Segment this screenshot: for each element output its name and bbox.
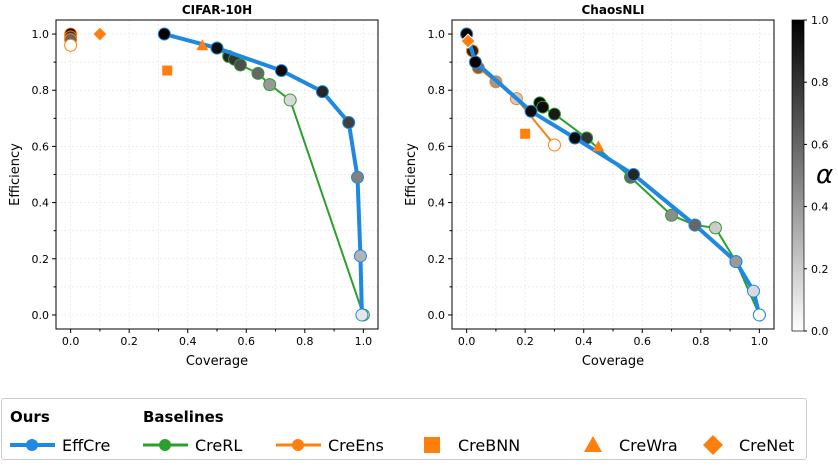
y-axis-label: Efficiency <box>404 143 419 206</box>
chart-title: CIFAR-10H <box>182 3 252 17</box>
y-tick-label: 0.0 <box>32 309 50 322</box>
legend-entry-crerl-label: CreRL <box>195 436 242 455</box>
marker-crebnn <box>162 65 173 76</box>
data-point-effcre <box>688 218 702 232</box>
y-tick-label: 0.6 <box>32 140 50 153</box>
data-point-crerl <box>665 208 679 222</box>
marker-crebnn <box>520 128 531 139</box>
y-tick-label: 0.0 <box>428 309 446 322</box>
x-tick-label: 0.2 <box>120 335 138 348</box>
marker-crenet <box>460 33 476 49</box>
legend-entry-effcre-marker <box>26 439 38 451</box>
data-point-effcre <box>747 284 761 298</box>
data-point-effcre <box>342 116 356 130</box>
legend-entry-crewra-marker <box>584 436 602 452</box>
data-point-effcre <box>626 168 640 181</box>
x-tick-label: 1.0 <box>751 335 769 348</box>
x-tick-label: 0.8 <box>296 335 314 348</box>
x-tick-label: 0.2 <box>516 335 534 348</box>
axes-frame <box>451 19 775 330</box>
x-tick-label: 0.8 <box>692 335 710 348</box>
x-axis-label: Coverage <box>582 354 644 369</box>
data-point-effcre <box>729 255 743 269</box>
colorbar-tick-label: 0.6 <box>811 138 829 151</box>
legend-entry-crewra-label: CreWra <box>619 436 678 455</box>
data-point-effcre <box>524 104 538 118</box>
x-tick-label: 0.4 <box>179 335 197 348</box>
y-tick-label: 1.0 <box>428 28 446 41</box>
colorbar-tick-label: 1.0 <box>811 14 829 27</box>
data-point-effcre <box>157 27 171 41</box>
data-point-crerl <box>536 100 550 114</box>
y-tick-label: 0.8 <box>428 84 446 97</box>
data-point-creens <box>64 38 78 52</box>
data-point-crerl <box>233 58 247 72</box>
y-tick-label: 0.8 <box>32 84 50 97</box>
y-tick-label: 0.4 <box>32 197 50 210</box>
data-point-effcre <box>353 249 367 263</box>
colorbar <box>791 19 805 332</box>
legend-entry-crebnn-marker <box>424 437 440 453</box>
y-tick-label: 1.0 <box>32 28 50 41</box>
y-tick-label: 0.2 <box>32 253 50 266</box>
data-point-effcre <box>315 85 329 99</box>
series-line-crerl <box>216 47 365 316</box>
x-tick-label: 0.0 <box>62 335 80 348</box>
data-point-crerl <box>283 93 297 107</box>
data-point-crerl <box>547 107 561 121</box>
data-point-crerl <box>251 66 265 80</box>
colorbar-label: α <box>816 160 833 190</box>
legend-title-baselines: Baselines <box>143 408 224 426</box>
legend-entry-creens-label: CreEns <box>328 436 384 455</box>
data-point-creens <box>547 138 561 152</box>
x-tick-label: 0.6 <box>634 335 652 348</box>
colorbar-tick-label: 0.2 <box>811 263 829 276</box>
colorbar-tick-label: 0.0 <box>811 325 829 338</box>
data-point-effcre <box>752 308 766 322</box>
y-tick-label: 0.6 <box>428 140 446 153</box>
legend-title-ours: Ours <box>10 408 50 426</box>
legend-entry-crenet-marker <box>703 435 723 455</box>
data-point-effcre <box>468 55 482 69</box>
data-point-effcre <box>210 41 224 55</box>
x-axis-label: Coverage <box>186 354 248 369</box>
series-line-crerl <box>538 102 761 316</box>
data-point-effcre <box>355 308 369 322</box>
x-tick-label: 0.4 <box>575 335 593 348</box>
legend-entry-crebnn-label: CreBNN <box>458 436 520 455</box>
marker-crewra <box>592 140 605 152</box>
x-tick-label: 1.0 <box>355 335 373 348</box>
y-tick-label: 0.2 <box>428 253 446 266</box>
data-point-crerl <box>263 78 277 92</box>
x-tick-label: 0.6 <box>238 335 256 348</box>
colorbar-tick-label: 0.4 <box>811 201 829 214</box>
y-axis-label: Efficiency <box>8 143 23 206</box>
data-point-effcre <box>274 64 288 78</box>
series-line-creens <box>465 33 556 146</box>
data-point-effcre <box>351 170 365 184</box>
legend-entry-crenet-label: CreNet <box>739 436 794 455</box>
axes-frame <box>55 19 379 330</box>
legend-entry-effcre-label: EffCre <box>62 436 110 455</box>
data-point-crerl <box>708 221 722 235</box>
legend-entry-creens-marker <box>292 439 304 451</box>
legend-box <box>1 398 807 460</box>
legend-entry-crerl-marker <box>159 439 171 451</box>
y-tick-label: 0.4 <box>428 197 446 210</box>
chart-title: ChaosNLI <box>582 3 645 17</box>
x-tick-label: 0.0 <box>458 335 476 348</box>
series-line-effcre <box>163 32 364 316</box>
marker-crenet <box>92 26 108 42</box>
colorbar-tick-label: 0.8 <box>811 76 829 89</box>
data-point-effcre <box>568 131 582 145</box>
marker-crewra <box>196 39 209 51</box>
